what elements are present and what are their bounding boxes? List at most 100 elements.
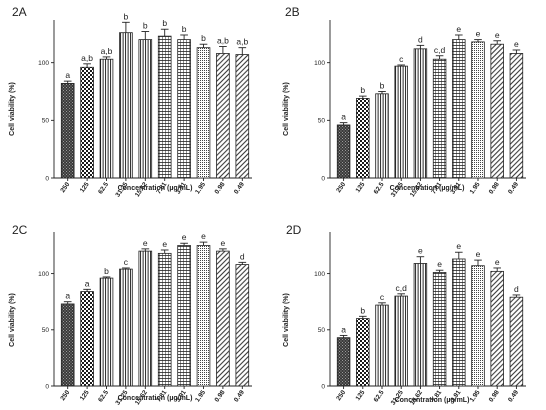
bar-125 (80, 66, 94, 179)
significance-letter: c (124, 257, 129, 267)
bar-7.81 (157, 252, 172, 387)
x-axis-label: Concentration (µg/mL) (118, 185, 193, 192)
plot-area: 050100a250b125b62.5c31.25d15.62c,d7.81e3… (314, 20, 526, 198)
y-axis-label: Cell viability (%) (9, 82, 16, 136)
bar-31.25 (394, 295, 408, 387)
y-tick-label: 100 (314, 271, 325, 278)
bar-3.91 (452, 258, 466, 387)
significance-letter: b (380, 81, 385, 91)
significance-letter: b (360, 305, 365, 315)
x-tick-label: 250 (335, 181, 347, 194)
x-axis-label: Concentration (µg/mL) (390, 185, 465, 192)
x-tick-label: 0.98 (214, 389, 227, 404)
y-axis-label: Cell viability (%) (283, 293, 290, 347)
x-tick-label: 125 (79, 389, 91, 402)
x-tick-label: 250 (59, 389, 71, 402)
x-tick-label: 62.5 (97, 181, 110, 196)
x-tick-label: 1.95 (469, 181, 482, 196)
bar-62.5 (99, 58, 114, 179)
significance-letter: a (341, 112, 346, 122)
x-tick-label: 125 (79, 181, 91, 194)
y-tick-label: 0 (45, 175, 49, 182)
y-tick-label: 0 (45, 383, 49, 390)
y-tick-label: 50 (42, 327, 50, 334)
panel-label: 2D (286, 223, 302, 237)
significance-letter: c (399, 54, 404, 64)
y-tick-label: 100 (314, 60, 325, 67)
significance-letter: c,d (434, 45, 446, 55)
bar-1.95 (196, 245, 211, 387)
bar-3.91 (177, 39, 191, 179)
x-tick-label: 62.5 (373, 181, 386, 196)
significance-letter: a,b (81, 53, 93, 63)
significance-letter: a,b (236, 37, 248, 47)
significance-letter: e (162, 239, 167, 249)
significance-letter: a (65, 70, 70, 80)
significance-letter: e (418, 246, 423, 256)
y-tick-label: 100 (38, 60, 49, 67)
x-tick-label: 0.49 (507, 389, 520, 404)
bar-62.5 (375, 93, 389, 179)
bar-3.91 (177, 245, 191, 387)
bar-1.95 (471, 41, 485, 179)
y-tick-label: 0 (321, 383, 325, 390)
significance-letter: d (418, 34, 423, 44)
bar-250 (60, 83, 75, 179)
panel-label: 2A (12, 5, 27, 19)
bar-0.98 (490, 43, 504, 179)
x-tick-label: 250 (335, 389, 347, 402)
panel-label: 2B (285, 5, 300, 19)
panel-2c: 2C Cell viability (%) Concentration (µg/… (9, 223, 252, 406)
panel-2b: 2B Cell viability (%) Concentration (µg/… (283, 5, 526, 198)
bar-250 (336, 124, 351, 179)
panel-label: 2C (12, 223, 28, 237)
bar-0.49 (235, 264, 250, 387)
significance-letter: c,d (396, 283, 408, 293)
x-tick-label: 62.5 (97, 389, 110, 404)
significance-letter: b (201, 33, 206, 43)
x-tick-label: 0.49 (233, 389, 246, 404)
significance-letter: e (221, 238, 226, 248)
bar-250 (60, 303, 75, 387)
significance-letter: e (456, 241, 461, 251)
significance-letter: e (495, 257, 500, 267)
bar-250 (336, 337, 351, 387)
significance-letter: e (514, 39, 519, 49)
bar-15.62 (413, 48, 428, 179)
x-tick-label: 1.95 (194, 181, 207, 196)
significance-letter: a (65, 291, 70, 301)
significance-letter: b (124, 11, 129, 21)
bar-125 (80, 291, 94, 387)
bar-1.95 (196, 47, 211, 179)
plot-area: 050100a250a,b125a,b62.5b31.25b15.62b7.81… (38, 11, 252, 198)
significance-letter: a (85, 278, 90, 288)
bar-31.25 (119, 32, 133, 179)
x-axis-label: Concentration (µg/mL) (118, 395, 193, 402)
y-tick-label: 100 (38, 271, 49, 278)
y-tick-label: 0 (321, 175, 325, 182)
bar-0.49 (509, 53, 524, 179)
y-tick-label: 50 (42, 118, 50, 125)
significance-letter: b (104, 266, 109, 276)
bar-31.25 (394, 65, 408, 179)
x-tick-label: 0.98 (488, 181, 501, 196)
significance-letter: e (456, 24, 461, 34)
bar-125 (356, 318, 370, 387)
x-tick-label: 125 (354, 181, 366, 194)
significance-letter: e (143, 238, 148, 248)
significance-letter: a,b (217, 36, 229, 46)
y-tick-label: 50 (318, 327, 326, 334)
significance-letter: b (360, 85, 365, 95)
significance-letter: a,b (101, 46, 113, 56)
plot-area: 050100a250a125b62.5c31.25e15.62e7.81e3.9… (38, 231, 252, 406)
significance-letter: b (162, 18, 167, 28)
bar-62.5 (99, 277, 114, 387)
x-tick-label: 0.98 (214, 181, 227, 196)
significance-letter: e (201, 231, 206, 241)
significance-letter: d (514, 284, 519, 294)
bar-0.98 (490, 270, 504, 387)
bar-1.95 (471, 265, 485, 387)
bar-15.62 (138, 39, 153, 179)
significance-letter: e (476, 29, 481, 39)
